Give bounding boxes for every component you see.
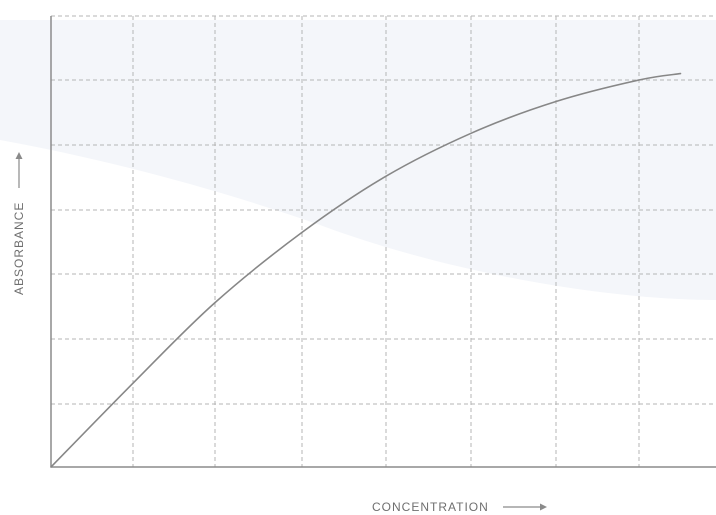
x-axis-arrow-icon <box>502 503 547 511</box>
series-line-1 <box>50 72 682 468</box>
y-axis-arrow-icon <box>15 151 23 188</box>
tint-shape <box>0 20 716 300</box>
y-axis-label: ABSORBANCE <box>12 201 26 295</box>
x-axis-label: CONCENTRATION <box>372 500 489 514</box>
y-axis-title: ABSORBANCE <box>12 151 26 295</box>
axes <box>50 16 716 468</box>
grid-lines <box>51 15 716 467</box>
series-layer <box>50 72 682 468</box>
x-axis-title: CONCENTRATION <box>372 500 547 514</box>
